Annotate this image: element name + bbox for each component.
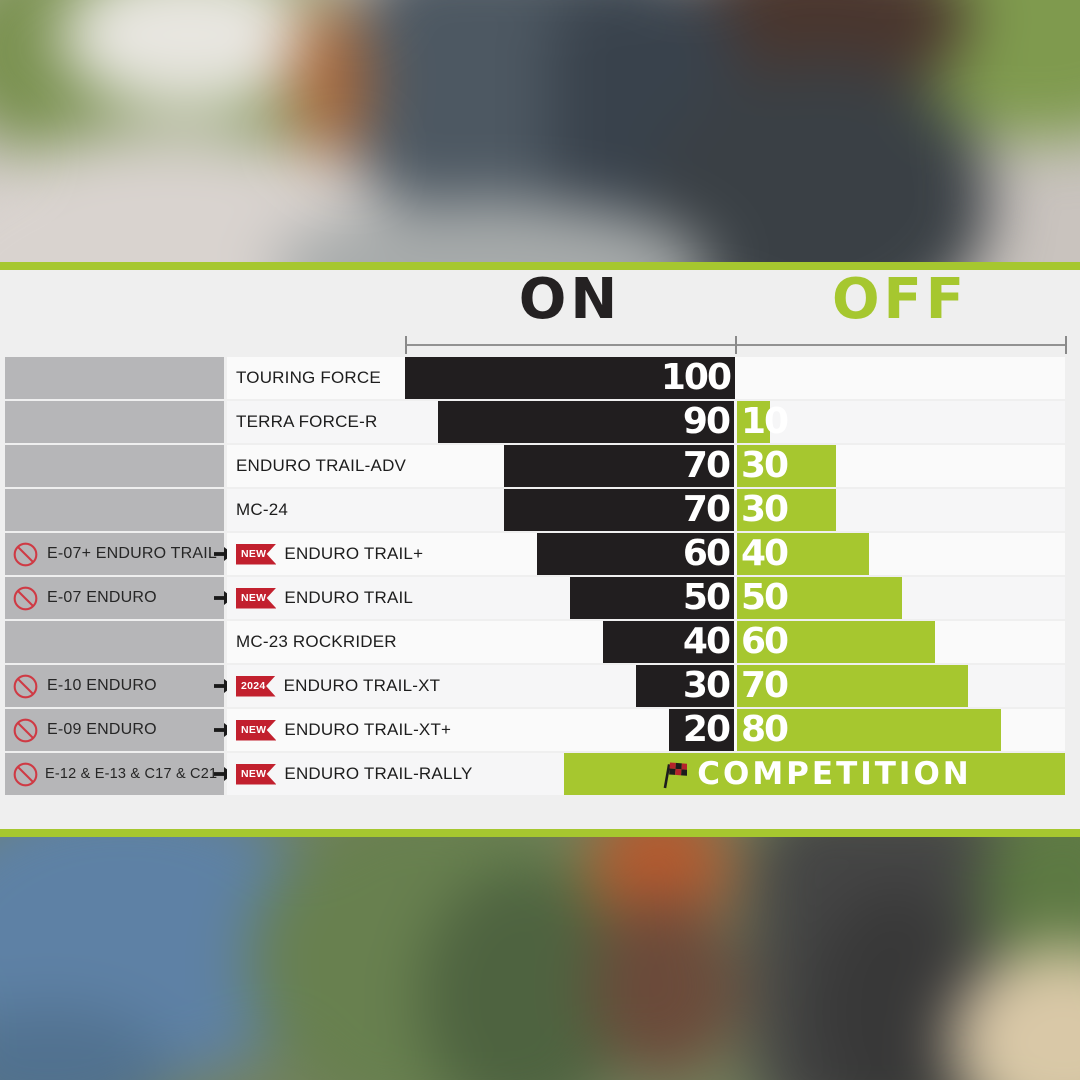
- table-row: MC-23 ROCKRIDER 40 60: [0, 621, 1080, 663]
- off-bar-value: 80: [741, 709, 789, 750]
- model-name-label: ENDURO TRAIL: [284, 588, 414, 607]
- off-bar-value: 10: [741, 401, 789, 442]
- on-bar-value: 30: [682, 665, 731, 706]
- old-model-cell: E-07 ENDURO: [5, 577, 233, 619]
- on-bar-value: 60: [682, 533, 731, 574]
- on-bar-value: 40: [682, 621, 731, 662]
- table-row: E-07 ENDURO NEW ENDURO TRAIL 50 50: [0, 577, 1080, 619]
- on-bar-value: 20: [682, 709, 731, 750]
- off-bar: 70: [737, 665, 968, 707]
- old-model-label: E-12 & E-13 & C17 & C21: [45, 766, 218, 782]
- axis-tick-center: [735, 336, 737, 354]
- off-bar: 30: [737, 445, 836, 487]
- old-model-cell: [5, 489, 224, 531]
- table-row: E-12 & E-13 & C17 & C21 NEW ENDURO TRAIL-R…: [0, 753, 1080, 795]
- off-bar-value: 30: [741, 489, 789, 530]
- on-bar: 100: [405, 357, 735, 399]
- on-bar: 70: [504, 489, 734, 531]
- off-bar-value: 70: [741, 665, 789, 706]
- photo-top-blur: [0, 0, 1080, 262]
- off-bar: 60: [737, 621, 935, 663]
- model-name-label: ENDURO TRAIL-RALLY: [284, 764, 473, 783]
- old-model-cell: E-09 ENDURO: [5, 709, 233, 751]
- on-bar: 30: [636, 665, 734, 707]
- on-bar: 70: [504, 445, 734, 487]
- old-model-cell: [5, 401, 224, 443]
- old-model-cell: [5, 357, 224, 399]
- new-badge: NEW: [236, 587, 277, 609]
- off-bar-value: 60: [741, 621, 789, 662]
- year-badge: 2024: [236, 675, 276, 697]
- checkered-flag-icon: [663, 762, 688, 789]
- prohibited-icon: [13, 718, 38, 742]
- old-model-cell: [5, 621, 224, 663]
- prohibited-icon: [13, 674, 38, 698]
- photo-bottom-blur: [0, 837, 1080, 1080]
- on-bar: 60: [537, 533, 734, 575]
- old-model-cell: [5, 445, 224, 487]
- off-bar: 80: [737, 709, 1001, 751]
- on-bar-value: 70: [682, 489, 731, 530]
- old-model-cell: E-07+ ENDURO TRAIL: [5, 533, 233, 575]
- on-bar-value: 90: [682, 401, 731, 442]
- photo-bottom: [0, 837, 1080, 1080]
- old-model-label: E-07+ ENDURO TRAIL: [47, 545, 218, 562]
- old-model-label: E-07 ENDURO: [47, 589, 157, 606]
- off-bar-value: 50: [741, 577, 789, 618]
- on-bar: 20: [669, 709, 734, 751]
- model-name-label: TOURING FORCE: [236, 368, 381, 387]
- table-row: ENDURO TRAIL-ADV 70 30: [0, 445, 1080, 487]
- model-name-label: MC-24: [236, 500, 289, 519]
- divider-stripe-bottom: [0, 829, 1080, 837]
- off-bar-value: 30: [741, 445, 789, 486]
- new-badge: NEW: [236, 763, 277, 785]
- model-name-label: ENDURO TRAIL+: [284, 544, 424, 563]
- new-badge: NEW: [236, 543, 277, 565]
- photo-top: [0, 0, 1080, 262]
- old-model-label: E-10 ENDURO: [47, 677, 157, 694]
- competition-bar: COMPETITION: [564, 753, 1065, 795]
- prohibited-icon: [13, 762, 38, 786]
- off-bar: 50: [737, 577, 902, 619]
- old-model-cell: E-12 & E-13 & C17 & C21: [5, 753, 233, 795]
- off-bar: 40: [737, 533, 869, 575]
- table-row: E-07+ ENDURO TRAIL NEW ENDURO TRAIL+ 60 40: [0, 533, 1080, 575]
- model-name-label: TERRA FORCE-R: [236, 412, 378, 431]
- old-model-label: E-09 ENDURO: [47, 721, 157, 738]
- divider-stripe-top: [0, 262, 1080, 270]
- on-bar-value: 100: [660, 357, 732, 398]
- prohibited-icon: [13, 542, 38, 566]
- off-header: OFF: [831, 267, 969, 332]
- model-name-label: ENDURO TRAIL-XT: [283, 676, 441, 695]
- competition-label: COMPETITION: [697, 756, 972, 792]
- on-bar: 40: [603, 621, 734, 663]
- on-bar-value: 50: [682, 577, 731, 618]
- old-model-cell: E-10 ENDURO: [5, 665, 233, 707]
- off-bar: 10: [737, 401, 789, 443]
- rows-container: TOURING FORCE 100 TERRA FORCE-R 90 10 ENDURO …: [0, 357, 1080, 797]
- model-name-label: ENDURO TRAIL-ADV: [236, 456, 407, 475]
- axis-scale: [405, 336, 1067, 354]
- model-name-label: MC-23 ROCKRIDER: [236, 632, 397, 651]
- table-row: MC-24 70 30: [0, 489, 1080, 531]
- chart-panel: ON OFF TOURING FORCE 100 TERRA FORCE-R 90 10…: [0, 270, 1080, 829]
- prohibited-icon: [13, 586, 38, 610]
- off-bar-value: 40: [741, 533, 789, 574]
- off-bar: 30: [737, 489, 836, 531]
- table-row: TERRA FORCE-R 90 10: [0, 401, 1080, 443]
- on-bar-value: 70: [682, 445, 731, 486]
- model-name-label: ENDURO TRAIL-XT+: [284, 720, 452, 739]
- on-header: ON: [518, 267, 622, 332]
- table-row: E-09 ENDURO NEW ENDURO TRAIL-XT+ 20 80: [0, 709, 1080, 751]
- table-row: TOURING FORCE 100: [0, 357, 1080, 399]
- axis-tick-right: [1065, 336, 1067, 354]
- on-bar: 50: [570, 577, 734, 619]
- table-row: E-10 ENDURO 2024 ENDURO TRAIL-XT 30 70: [0, 665, 1080, 707]
- new-badge: NEW: [236, 719, 277, 741]
- axis-tick-left: [405, 336, 407, 354]
- on-bar: 90: [438, 401, 734, 443]
